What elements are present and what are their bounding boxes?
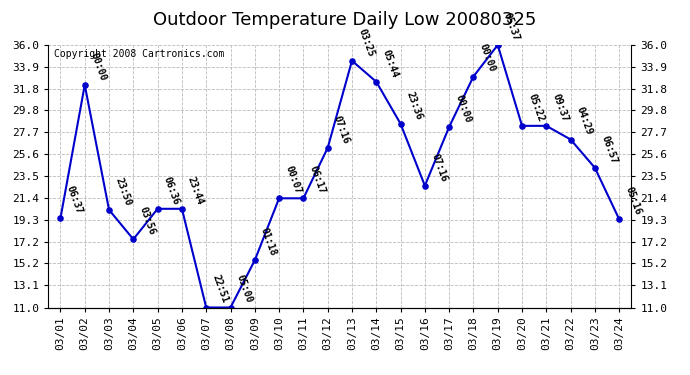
Text: 06:37: 06:37 — [65, 184, 84, 216]
Text: 01:18: 01:18 — [259, 226, 278, 258]
Point — [225, 304, 236, 310]
Point — [298, 195, 309, 201]
Point — [468, 74, 479, 80]
Point — [420, 183, 431, 189]
Text: 03:56: 03:56 — [137, 206, 157, 237]
Text: 03:25: 03:25 — [356, 27, 375, 58]
Text: 05:44: 05:44 — [380, 48, 400, 79]
Text: 07:16: 07:16 — [429, 152, 448, 183]
Point — [613, 216, 624, 222]
Text: 06:36: 06:36 — [161, 175, 181, 206]
Point — [541, 123, 552, 129]
Text: 05:37: 05:37 — [502, 11, 522, 42]
Point — [201, 304, 212, 310]
Text: 00:00: 00:00 — [89, 51, 108, 82]
Point — [371, 79, 382, 85]
Point — [395, 121, 406, 127]
Point — [249, 257, 260, 263]
Text: 00:00: 00:00 — [477, 43, 497, 74]
Text: 05:00: 05:00 — [235, 274, 254, 305]
Point — [565, 136, 576, 142]
Point — [104, 207, 115, 213]
Text: Copyright 2008 Cartronics.com: Copyright 2008 Cartronics.com — [54, 49, 224, 59]
Point — [589, 165, 600, 171]
Point — [444, 124, 455, 130]
Text: 05:16: 05:16 — [623, 186, 643, 216]
Point — [346, 58, 357, 64]
Point — [322, 145, 333, 151]
Text: 00:00: 00:00 — [453, 93, 473, 124]
Text: 23:36: 23:36 — [405, 90, 424, 121]
Point — [492, 42, 503, 48]
Point — [128, 236, 139, 242]
Text: 04:29: 04:29 — [575, 106, 594, 137]
Text: 09:37: 09:37 — [551, 92, 570, 123]
Point — [177, 206, 188, 212]
Text: 23:44: 23:44 — [186, 175, 206, 206]
Point — [79, 82, 90, 88]
Text: Outdoor Temperature Daily Low 20080325: Outdoor Temperature Daily Low 20080325 — [153, 11, 537, 29]
Text: 05:22: 05:22 — [526, 92, 546, 123]
Point — [152, 206, 163, 212]
Point — [55, 215, 66, 221]
Point — [273, 195, 284, 201]
Text: 00:07: 00:07 — [284, 165, 303, 195]
Text: 07:16: 07:16 — [332, 114, 351, 145]
Text: 06:57: 06:57 — [599, 134, 618, 165]
Text: 06:17: 06:17 — [308, 165, 327, 195]
Point — [517, 123, 528, 129]
Text: 22:51: 22:51 — [210, 274, 230, 305]
Text: 23:50: 23:50 — [113, 176, 132, 207]
